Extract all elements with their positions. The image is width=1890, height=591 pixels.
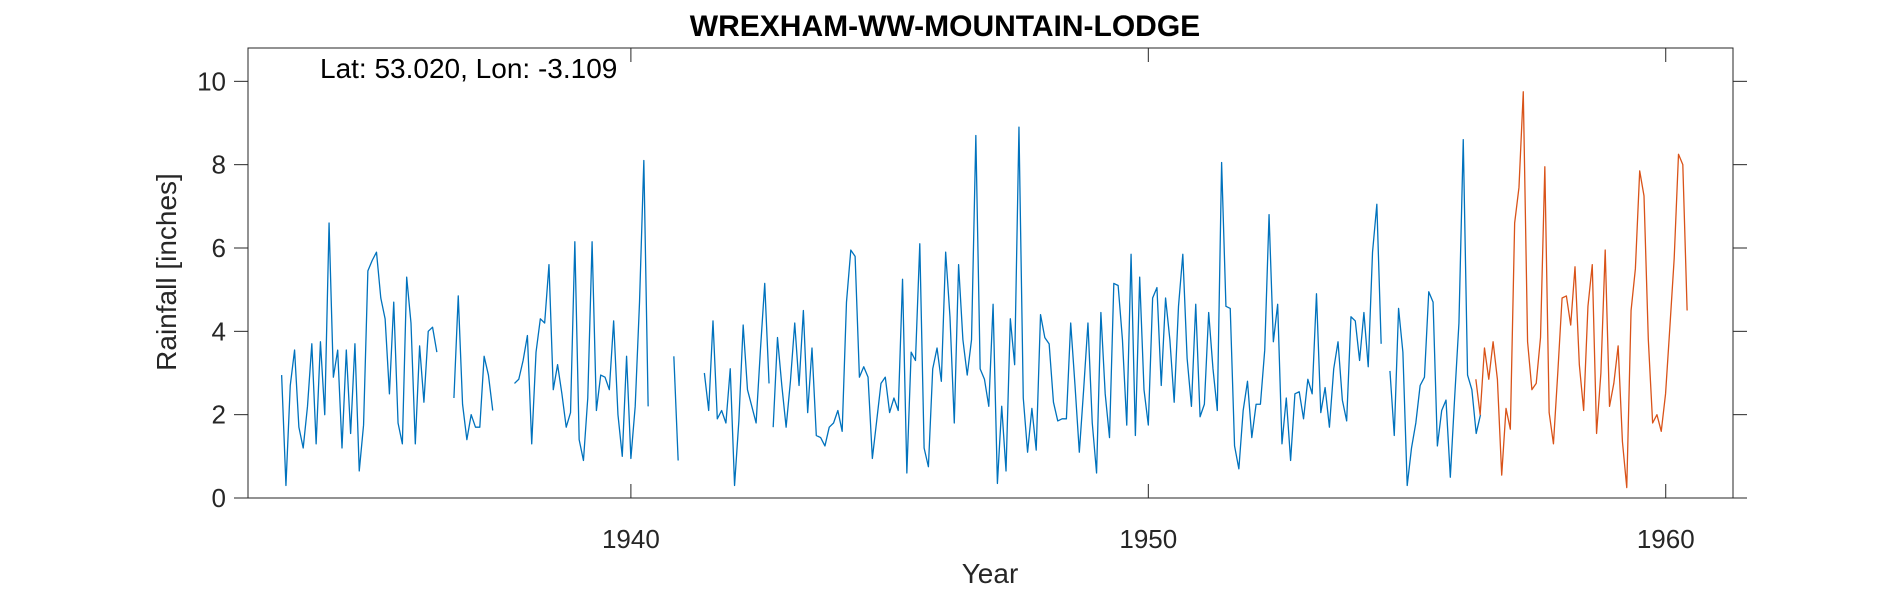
y-tick-label: 8 (212, 150, 226, 180)
x-tick-label: 1950 (1119, 524, 1177, 554)
series-1-line-segment-3 (514, 159, 649, 462)
y-tick-label: 0 (212, 483, 226, 513)
series-1-line-segment-1 (280, 222, 438, 487)
series-1-line-segment-6 (772, 126, 1382, 485)
series-1-line-segment-5 (703, 282, 770, 487)
plot-area (248, 48, 1733, 498)
x-tick-label: 1940 (602, 524, 660, 554)
series-layer (280, 91, 1688, 489)
y-tick-label: 4 (212, 316, 226, 346)
chart-title: WREXHAM-WW-MOUNTAIN-LODGE (690, 10, 1200, 43)
series-2-line-segment-1 (1475, 91, 1688, 489)
y-axis-label: Rainfall [inches] (151, 173, 182, 371)
x-tick-label: 1960 (1637, 524, 1695, 554)
station-coordinates: Lat: 53.020, Lon: -3.109 (320, 53, 617, 84)
y-tick-label: 2 (212, 400, 226, 430)
y-tick-label: 10 (197, 66, 226, 96)
y-tick-label: 6 (212, 233, 226, 263)
axes-layer: 0 2 4 6 8 10 1940 1950 1960 (197, 47, 1747, 554)
series-1-line-segment-2 (453, 295, 494, 441)
series-1-line-segment-7 (1389, 139, 1482, 487)
series-1-line-segment-4 (673, 356, 679, 461)
plot-box (247, 47, 1734, 499)
x-axis-label: Year (962, 558, 1019, 589)
